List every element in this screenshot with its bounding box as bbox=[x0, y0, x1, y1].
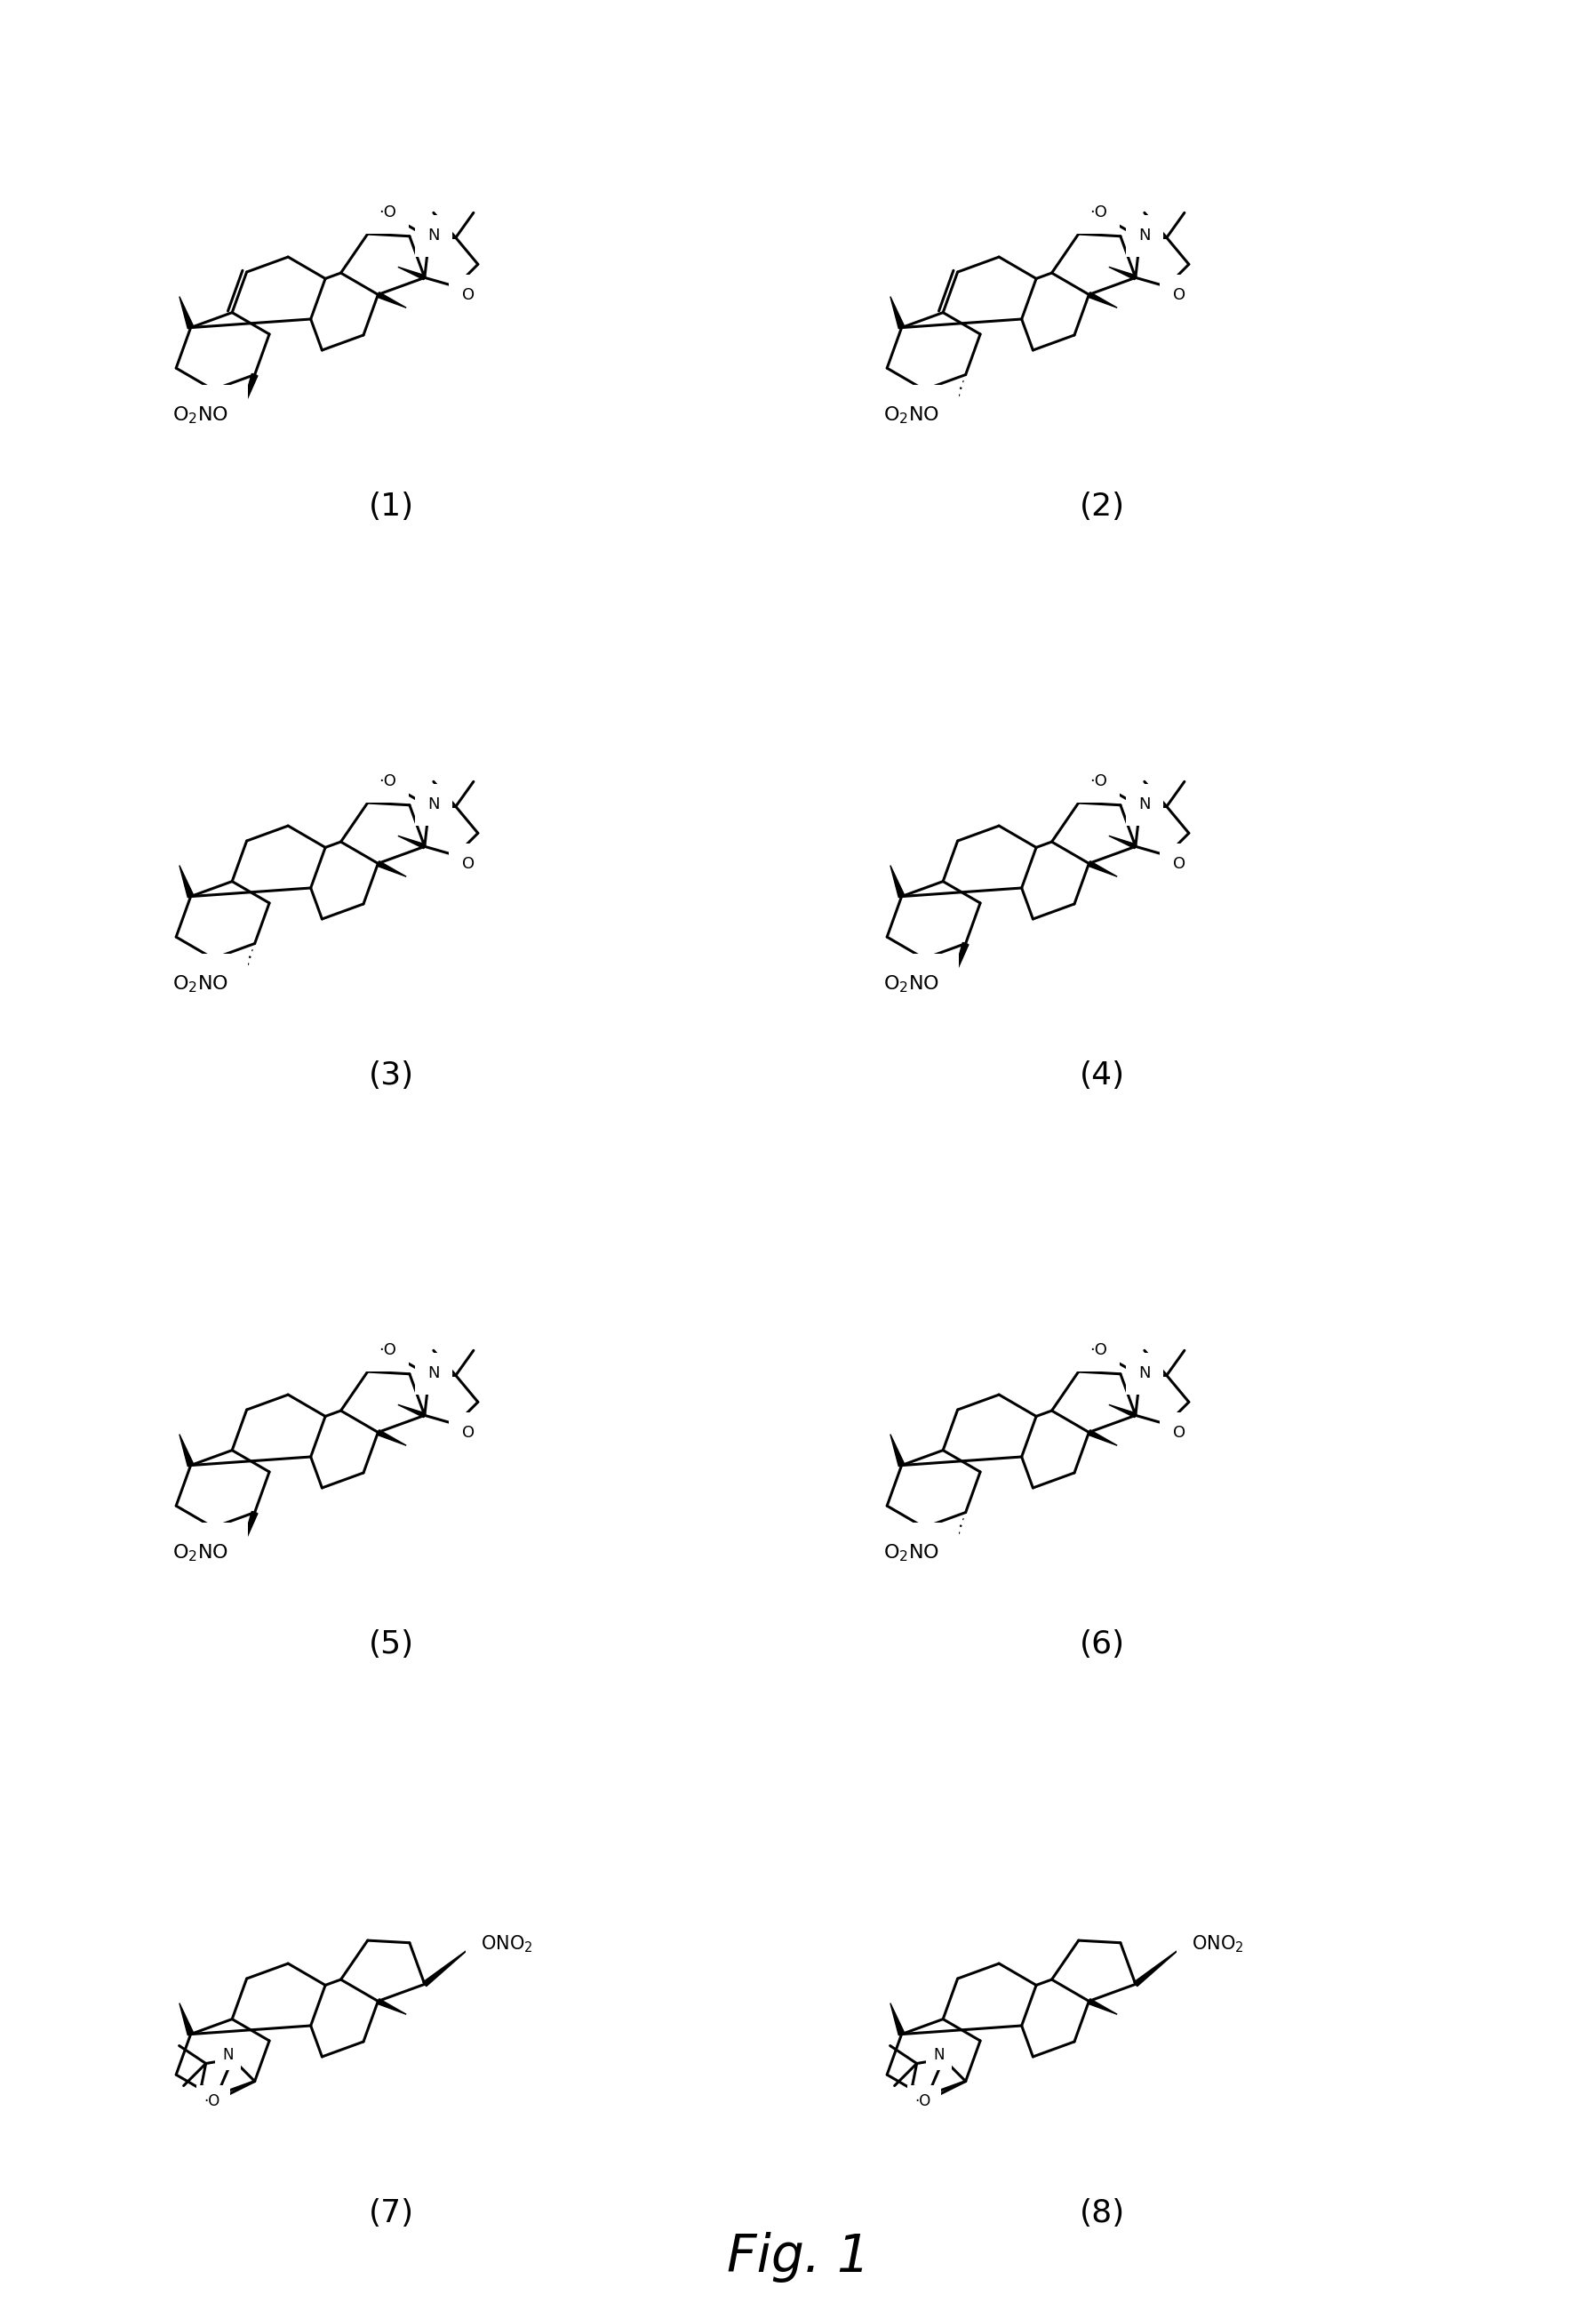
Text: (2): (2) bbox=[1079, 492, 1125, 522]
Polygon shape bbox=[891, 1435, 905, 1467]
Polygon shape bbox=[397, 268, 426, 280]
Text: N: N bbox=[1138, 1366, 1151, 1382]
Polygon shape bbox=[397, 1405, 426, 1417]
Text: N: N bbox=[934, 2048, 945, 2064]
Text: (5): (5) bbox=[369, 1629, 413, 1659]
Polygon shape bbox=[377, 862, 407, 876]
Polygon shape bbox=[1133, 1948, 1179, 1985]
Text: (3): (3) bbox=[369, 1061, 413, 1091]
Text: O: O bbox=[461, 1426, 474, 1442]
Text: O$_2$NO: O$_2$NO bbox=[172, 404, 228, 425]
Text: N: N bbox=[1138, 229, 1151, 245]
Text: N: N bbox=[428, 1366, 439, 1382]
Text: ONO$_2$: ONO$_2$ bbox=[480, 1934, 533, 1955]
Polygon shape bbox=[239, 374, 257, 416]
Text: (6): (6) bbox=[1079, 1629, 1125, 1659]
Polygon shape bbox=[179, 296, 193, 328]
Polygon shape bbox=[1088, 1431, 1117, 1444]
Polygon shape bbox=[239, 1511, 257, 1553]
Text: N: N bbox=[428, 229, 439, 245]
Text: ·O: ·O bbox=[378, 774, 396, 790]
Text: O: O bbox=[461, 287, 474, 303]
Text: N: N bbox=[428, 797, 439, 813]
Text: ·O: ·O bbox=[915, 2094, 930, 2110]
Text: ·O: ·O bbox=[378, 206, 396, 222]
Polygon shape bbox=[891, 2004, 905, 2036]
Text: ·O: ·O bbox=[1090, 1343, 1108, 1359]
Text: (7): (7) bbox=[369, 2198, 413, 2228]
Text: O: O bbox=[922, 2096, 934, 2112]
Polygon shape bbox=[1088, 862, 1117, 876]
Polygon shape bbox=[891, 864, 905, 897]
Text: Fig. 1: Fig. 1 bbox=[726, 2232, 870, 2283]
Polygon shape bbox=[951, 943, 969, 984]
Polygon shape bbox=[397, 837, 426, 848]
Polygon shape bbox=[377, 1431, 407, 1444]
Polygon shape bbox=[1109, 837, 1136, 848]
Text: ·O: ·O bbox=[378, 1343, 396, 1359]
Polygon shape bbox=[377, 1999, 407, 2015]
Polygon shape bbox=[423, 1948, 469, 1985]
Polygon shape bbox=[1088, 1999, 1117, 2015]
Polygon shape bbox=[1109, 1405, 1136, 1417]
Text: (1): (1) bbox=[369, 492, 413, 522]
Text: O: O bbox=[461, 857, 474, 871]
Text: O$_2$NO: O$_2$NO bbox=[883, 404, 938, 425]
Text: O$_2$NO: O$_2$NO bbox=[883, 1541, 938, 1562]
Text: O: O bbox=[212, 2096, 223, 2112]
Text: O: O bbox=[1173, 1426, 1186, 1442]
Text: N: N bbox=[1138, 797, 1151, 813]
Text: O$_2$NO: O$_2$NO bbox=[172, 1541, 228, 1562]
Text: N: N bbox=[222, 2048, 233, 2064]
Text: O$_2$NO: O$_2$NO bbox=[883, 973, 938, 994]
Polygon shape bbox=[179, 1435, 193, 1467]
Text: ·O: ·O bbox=[204, 2094, 220, 2110]
Text: (8): (8) bbox=[1079, 2198, 1125, 2228]
Text: ·O: ·O bbox=[1090, 774, 1108, 790]
Polygon shape bbox=[179, 864, 193, 897]
Polygon shape bbox=[179, 2004, 193, 2036]
Text: O: O bbox=[1173, 857, 1186, 871]
Text: ·O: ·O bbox=[1090, 206, 1108, 222]
Polygon shape bbox=[1088, 291, 1117, 307]
Text: ONO$_2$: ONO$_2$ bbox=[1191, 1934, 1243, 1955]
Polygon shape bbox=[377, 291, 407, 307]
Polygon shape bbox=[891, 296, 905, 328]
Text: O$_2$NO: O$_2$NO bbox=[172, 973, 228, 994]
Text: (4): (4) bbox=[1079, 1061, 1125, 1091]
Polygon shape bbox=[1109, 268, 1136, 280]
Text: O: O bbox=[1173, 287, 1186, 303]
